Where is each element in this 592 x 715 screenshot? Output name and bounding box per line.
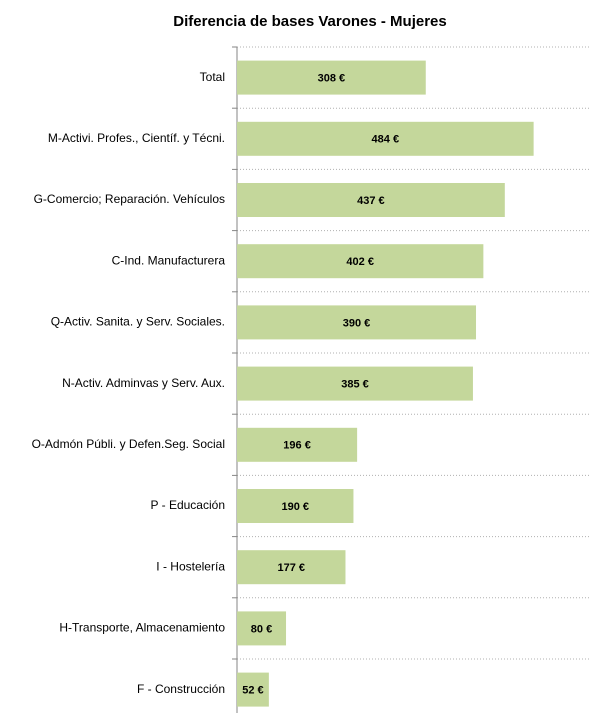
- value-label: 196 €: [283, 440, 311, 452]
- bar: [237, 121, 534, 156]
- value-label: 385 €: [341, 379, 369, 391]
- bar: [237, 366, 473, 401]
- bar: [237, 489, 354, 523]
- bar: [237, 305, 477, 340]
- value-label: 52 €: [242, 685, 263, 697]
- value-label: 437 €: [357, 195, 385, 207]
- bar: [237, 60, 426, 95]
- value-label: 402 €: [346, 256, 374, 268]
- category-label: F - Construcción: [137, 682, 225, 696]
- value-label: 390 €: [343, 317, 371, 329]
- value-label: 484 €: [372, 134, 400, 146]
- value-label: 177 €: [277, 562, 305, 574]
- bar: [237, 672, 269, 707]
- category-label: Q-Activ. Sanita. y Serv. Sociales.: [51, 315, 225, 329]
- bar: [237, 550, 346, 585]
- category-label: M-Activi. Profes., Científ. y Técni.: [48, 131, 225, 145]
- category-label: N-Activ. Adminvas y Serv. Aux.: [62, 376, 225, 390]
- bar: [237, 427, 358, 462]
- category-label: O-Admón Públi. y Defen.Seg. Social: [32, 437, 225, 451]
- category-label: C-Ind. Manufacturera: [112, 253, 226, 267]
- category-label: I - Hostelería: [156, 559, 225, 573]
- chart-title: Diferencia de bases Varones - Mujeres: [173, 13, 446, 30]
- bar: [237, 183, 505, 217]
- category-label: Total: [200, 70, 225, 84]
- value-label: 190 €: [281, 501, 309, 513]
- category-label: P - Educación: [151, 498, 226, 512]
- value-label: 308 €: [318, 73, 346, 85]
- bar: [237, 244, 484, 279]
- category-label: G-Comercio; Reparación. Vehículos: [34, 192, 225, 206]
- bar: [237, 611, 287, 646]
- value-label: 80 €: [251, 623, 272, 635]
- category-label: H-Transporte, Almacenamiento: [59, 621, 225, 635]
